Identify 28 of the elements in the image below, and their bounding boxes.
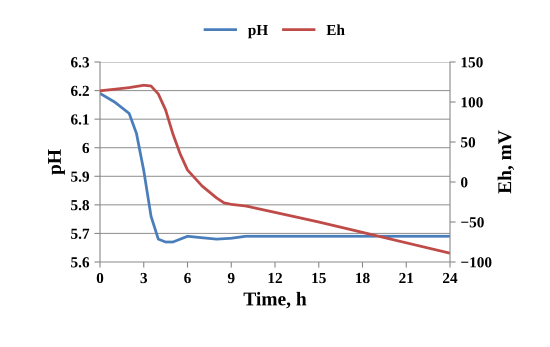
y-tick-label: 6.1 bbox=[71, 114, 89, 125]
y2-tick-label: 0 bbox=[461, 177, 468, 188]
y-axis-title: pH bbox=[48, 149, 65, 175]
x-tick-label: 0 bbox=[96, 272, 104, 284]
x-tick-label: 21 bbox=[399, 272, 414, 284]
y-tick-label: 5.8 bbox=[71, 200, 90, 210]
legend-label: Eh bbox=[326, 24, 345, 35]
x-tick-label: 18 bbox=[356, 272, 370, 284]
x-tick-label: 15 bbox=[312, 272, 326, 284]
x-tick-label: 12 bbox=[268, 272, 282, 284]
y-tick-label: 6.3 bbox=[71, 57, 90, 68]
y2-axis-title: Eh, mV bbox=[498, 130, 514, 194]
y-tick-label: 6 bbox=[82, 142, 90, 154]
y2-tick-label: −50 bbox=[461, 217, 484, 228]
y2-tick-label: −100 bbox=[461, 257, 492, 268]
x-tick-label: 6 bbox=[184, 272, 191, 284]
y2-tick-label: 50 bbox=[461, 137, 476, 148]
x-tick-label: 3 bbox=[140, 272, 148, 284]
y2-tick-label: 100 bbox=[462, 97, 483, 108]
y2-tick-label: 150 bbox=[462, 57, 483, 68]
y-tick-label: 5.6 bbox=[71, 257, 90, 268]
y-tick-label: 6.2 bbox=[71, 86, 89, 96]
x-axis-title: Time, h bbox=[244, 292, 306, 308]
legend-label: pH bbox=[248, 24, 268, 38]
x-tick-label: 24 bbox=[443, 272, 458, 284]
x-tick-label: 9 bbox=[228, 272, 235, 284]
y-tick-label: 5.9 bbox=[71, 171, 90, 182]
y-tick-label: 5.7 bbox=[71, 228, 90, 239]
